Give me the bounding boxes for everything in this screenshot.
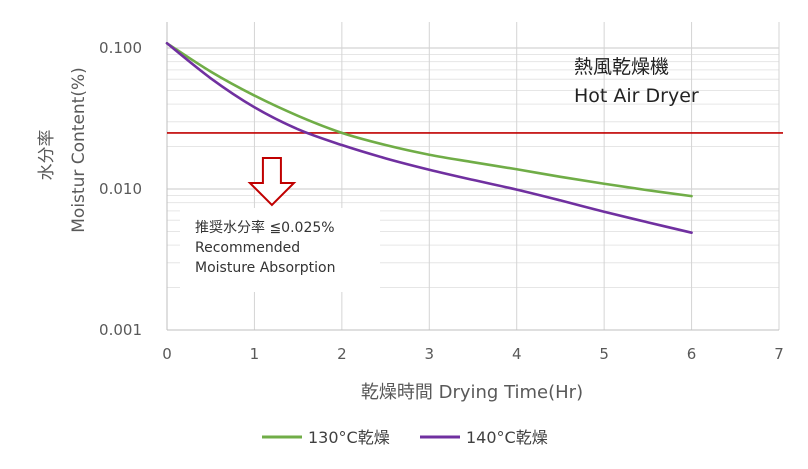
y-tick-label: 0.010	[99, 180, 142, 198]
recommendation-line-3: Moisture Absorption	[195, 260, 336, 276]
recommendation-line-1: 推奨水分率 ≦0.025%	[195, 219, 335, 236]
legend-label: 130°C乾燥	[308, 428, 390, 447]
x-axis-label: 乾燥時間 Drying Time(Hr)	[361, 382, 583, 403]
x-tick-label: 6	[687, 345, 697, 363]
dryer-label-jp: 熱風乾燥機	[574, 56, 669, 78]
arrow-shape	[247, 157, 297, 207]
y-axis-label-jp: 水分率	[37, 130, 57, 181]
plot-border	[166, 22, 779, 331]
x-tick-label: 5	[599, 345, 609, 363]
dryer-label-en: Hot Air Dryer	[574, 85, 699, 107]
annotations: 推奨水分率 ≦0.025% Recommended Moisture Absor…	[180, 56, 699, 292]
x-tick-label: 7	[774, 345, 784, 363]
series-line-2	[165, 41, 693, 234]
y-axis-label-en: Moistur Content(%)	[69, 67, 89, 233]
legend-label: 140°C乾燥	[466, 428, 548, 447]
x-tick-label: 0	[162, 345, 172, 363]
recommendation-line-2: Recommended	[195, 240, 300, 256]
x-tick-labels: 0 1 2 3 4 5 6 7	[162, 345, 784, 363]
x-tick-label: 4	[512, 345, 522, 363]
x-tick-label: 1	[250, 345, 260, 363]
y-tick-labels: 0.100 0.010 0.001	[99, 39, 142, 339]
x-tick-label: 2	[337, 345, 347, 363]
recommendation-box	[180, 208, 380, 292]
down-arrow-icon	[247, 157, 297, 207]
y-tick-label: 0.001	[99, 321, 142, 339]
y-tick-label: 0.100	[99, 39, 142, 57]
legend: 130°C乾燥 140°C乾燥	[262, 428, 548, 447]
x-tick-label: 3	[425, 345, 435, 363]
series-lines	[165, 41, 693, 234]
series-line-1	[165, 41, 693, 198]
